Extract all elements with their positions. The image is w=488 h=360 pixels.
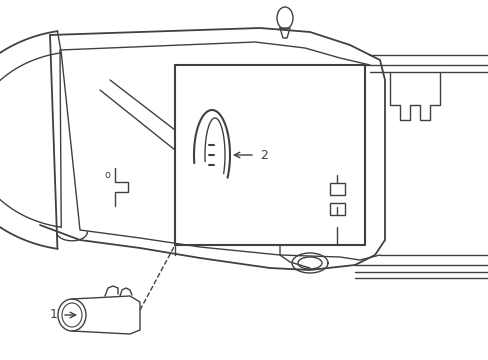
Ellipse shape <box>297 257 321 269</box>
Ellipse shape <box>58 299 86 331</box>
Ellipse shape <box>276 7 292 29</box>
Text: 2: 2 <box>260 149 267 162</box>
Ellipse shape <box>62 303 82 327</box>
Text: o: o <box>104 170 110 180</box>
Bar <box>329 183 345 195</box>
Bar <box>329 203 345 215</box>
Text: 1: 1 <box>50 309 58 321</box>
